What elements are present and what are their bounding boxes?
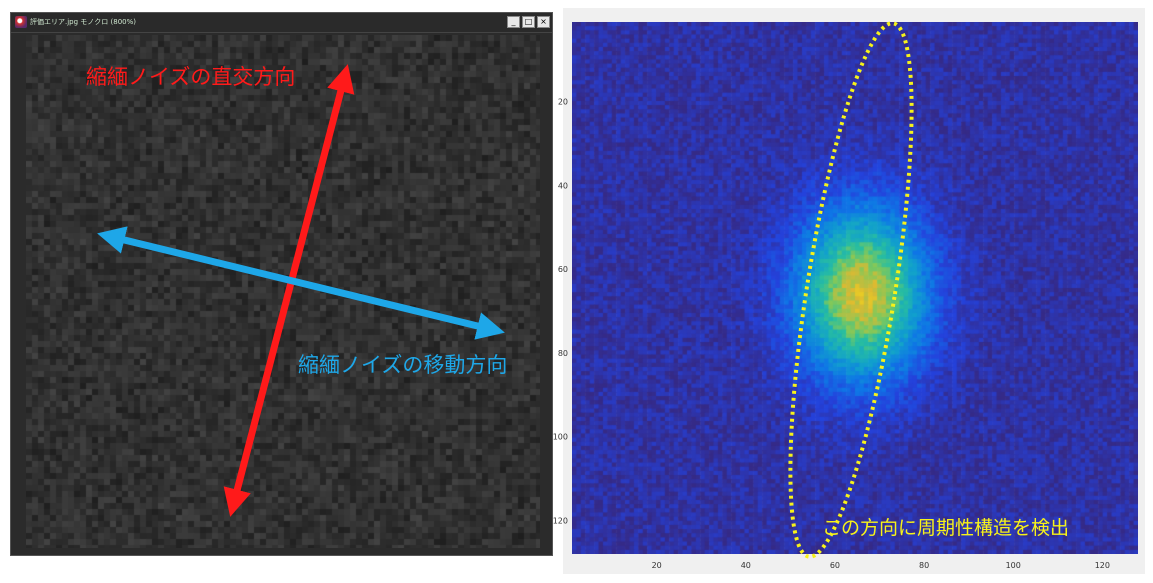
grayscale-image-view[interactable] xyxy=(26,35,540,548)
minimize-button[interactable]: _ xyxy=(507,16,520,28)
maximize-button[interactable]: □ xyxy=(522,16,535,28)
heatmap-axes xyxy=(572,22,1138,554)
image-window: 評価エリア.jpg モノクロ (800%) _ □ × xyxy=(10,12,553,556)
close-button[interactable]: × xyxy=(537,16,550,28)
noise-image xyxy=(26,35,540,548)
window-title: 評価エリア.jpg モノクロ (800%) xyxy=(30,18,136,26)
app-icon xyxy=(15,16,27,28)
window-titlebar[interactable]: 評価エリア.jpg モノクロ (800%) _ □ × xyxy=(11,13,552,33)
heatmap-image xyxy=(572,22,1138,554)
